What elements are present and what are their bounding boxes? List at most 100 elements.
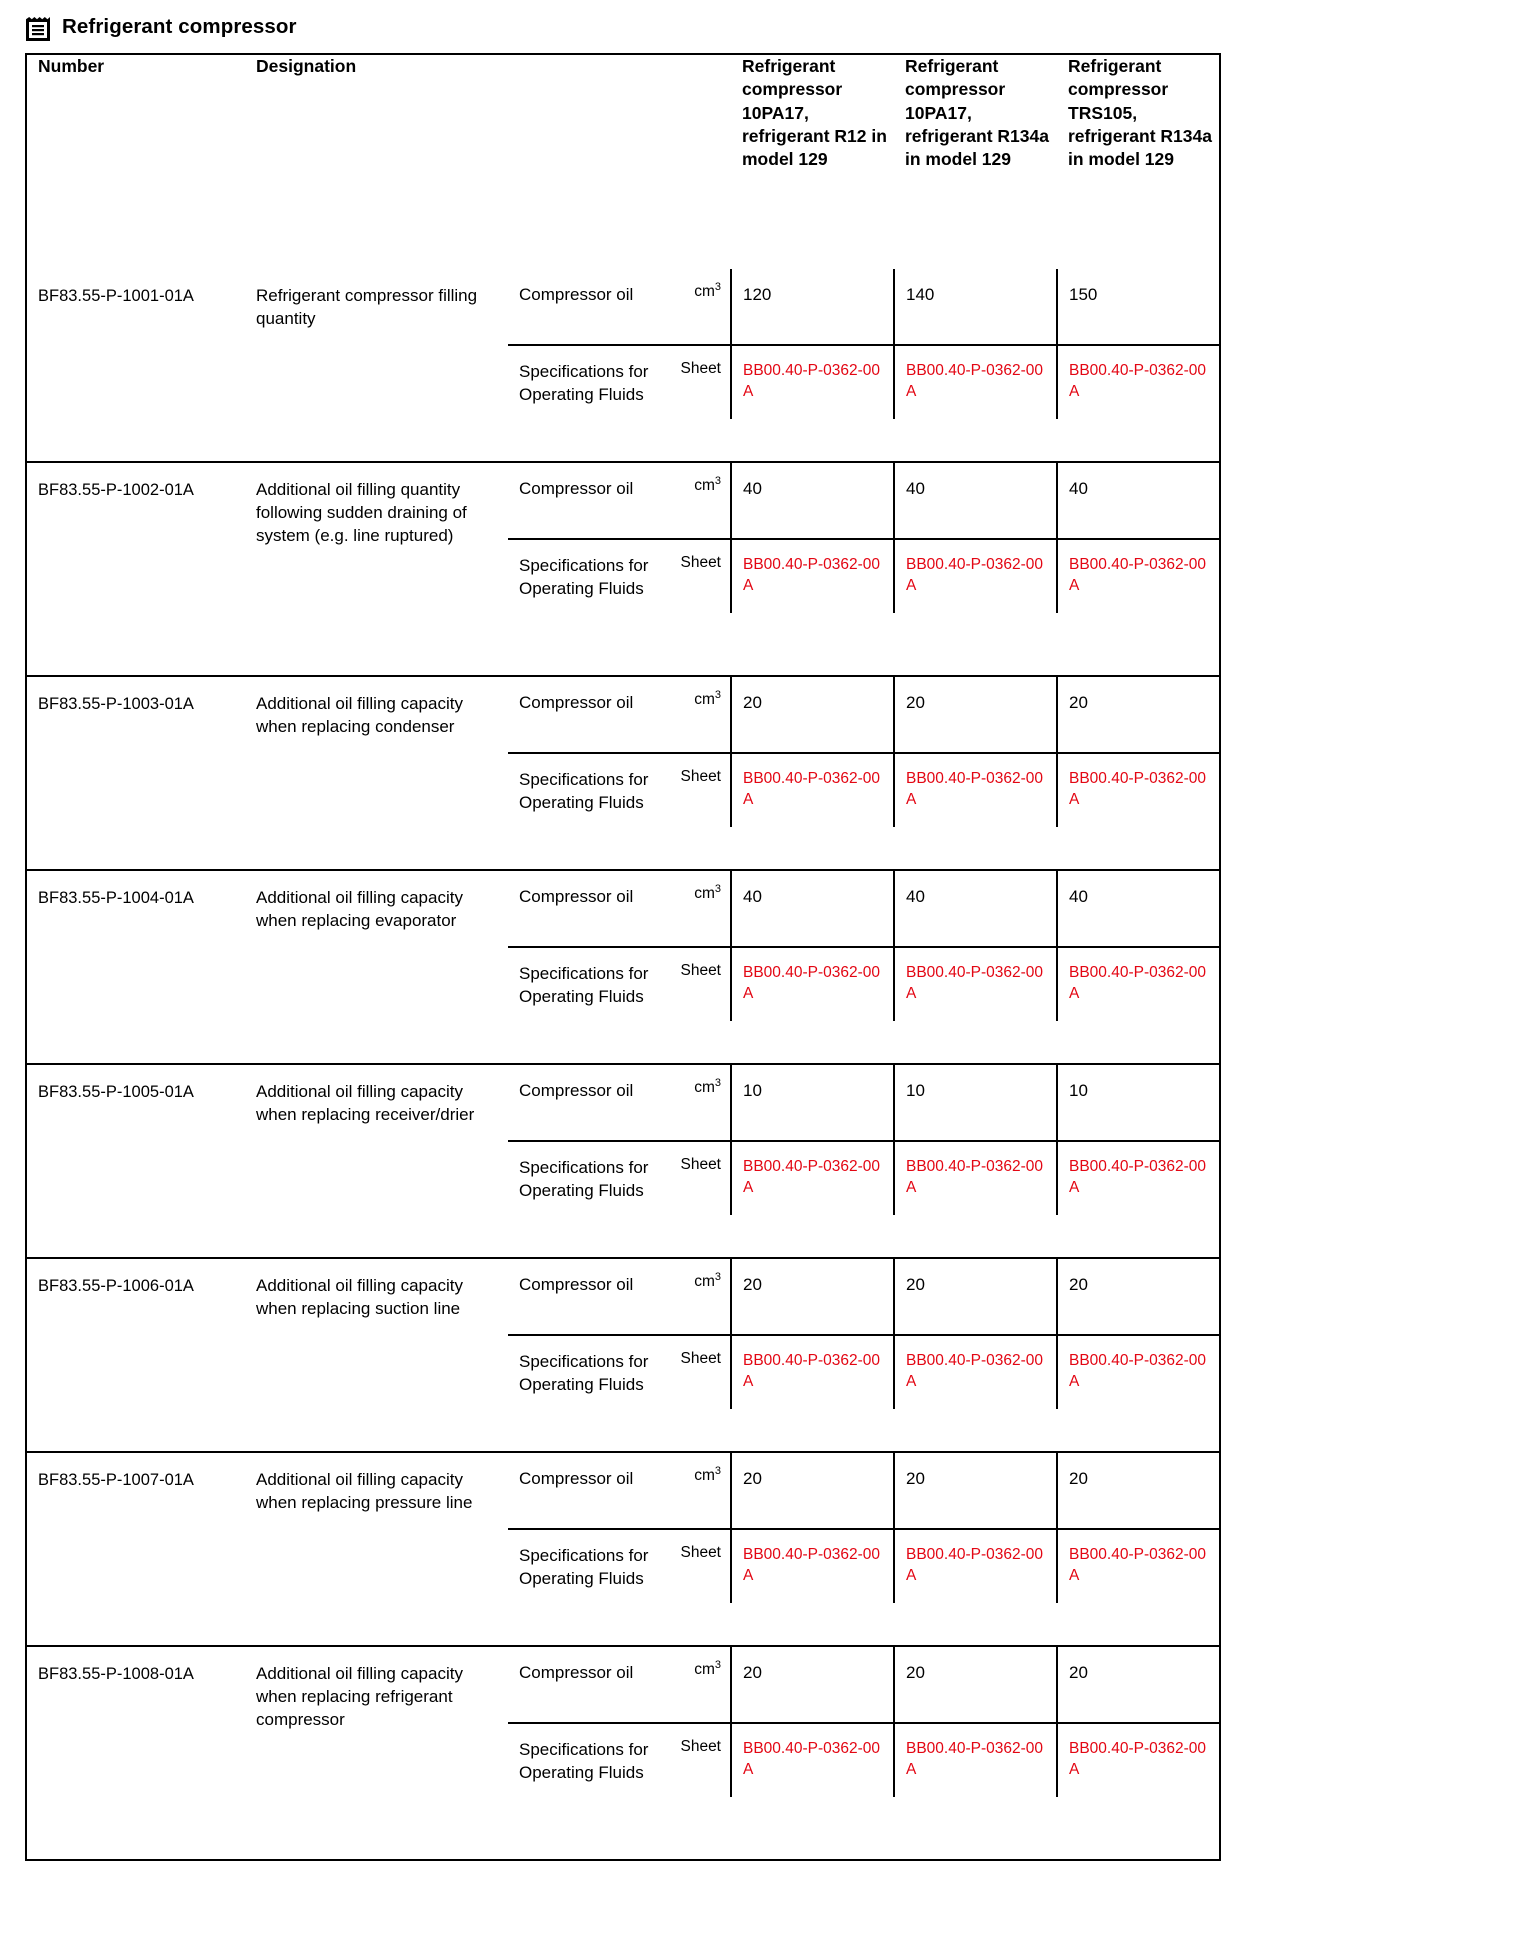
value-cell: BB00.40-P-0362-00A — [730, 538, 894, 613]
table-row: BF83.55-P-1006-01A Additional oil fillin… — [26, 1257, 1220, 1452]
value-text: 140 — [906, 285, 935, 304]
value-text: 10 — [906, 1081, 925, 1100]
value-cell: 40 — [893, 463, 1057, 539]
value-cell: 20 — [1056, 1453, 1220, 1529]
sub-label-text: Compressor oil — [519, 693, 634, 712]
row-measurements: Compressor oil cm3 20 20 20 — [508, 1257, 1220, 1452]
sub-row-specifications: Specifications for Operating Fluids Shee… — [508, 1722, 1220, 1797]
row-number: BF83.55-P-1005-01A — [26, 1063, 245, 1258]
specification-link[interactable]: BB00.40-P-0362-00A — [743, 556, 881, 595]
specification-link[interactable]: BB00.40-P-0362-00A — [1069, 1352, 1207, 1391]
sub-label-text: Specifications for Operating Fluids — [519, 1546, 649, 1589]
specification-link[interactable]: BB00.40-P-0362-00A — [1069, 1740, 1207, 1779]
value-text: 20 — [1069, 693, 1088, 712]
sub-label-cell: Compressor oil cm3 — [508, 1065, 731, 1141]
sub-label-cell: Compressor oil cm3 — [508, 269, 731, 345]
sub-label-cell: Specifications for Operating Fluids Shee… — [508, 1722, 731, 1797]
sub-label-cell: Specifications for Operating Fluids Shee… — [508, 1334, 731, 1409]
value-text: 20 — [906, 1663, 925, 1682]
value-cell: 20 — [893, 1259, 1057, 1335]
table-row: BF83.55-P-1003-01A Additional oil fillin… — [26, 675, 1220, 870]
sub-row-compressor-oil: Compressor oil cm3 20 20 20 — [508, 677, 1220, 753]
unit-cm3: cm3 — [694, 1464, 721, 1484]
row-measurements: Compressor oil cm3 120 140 150 — [508, 269, 1220, 462]
value-cell: 20 — [730, 1647, 894, 1723]
value-cell: 20 — [1056, 677, 1220, 753]
row-number: BF83.55-P-1003-01A — [26, 675, 245, 870]
value-cell: BB00.40-P-0362-00A — [893, 752, 1057, 827]
column-header-compressor-10pa17-r134a: Refrigerant compressor 10PA17, refrigera… — [894, 54, 1057, 269]
specification-link[interactable]: BB00.40-P-0362-00A — [743, 770, 881, 809]
value-cell: BB00.40-P-0362-00A — [893, 1140, 1057, 1215]
value-text: 20 — [743, 1663, 762, 1682]
value-text: 10 — [743, 1081, 762, 1100]
specification-link[interactable]: BB00.40-P-0362-00A — [743, 964, 881, 1003]
table-row: BF83.55-P-1005-01A Additional oil fillin… — [26, 1063, 1220, 1258]
sub-label-text: Specifications for Operating Fluids — [519, 362, 649, 405]
value-cell: BB00.40-P-0362-00A — [1056, 1140, 1220, 1215]
table-header-row: Number Designation Refrigerant compresso… — [26, 54, 1220, 269]
value-cell: 20 — [893, 677, 1057, 753]
specification-link[interactable]: BB00.40-P-0362-00A — [743, 1158, 881, 1197]
specification-link[interactable]: BB00.40-P-0362-00A — [1069, 1546, 1207, 1585]
specification-link[interactable]: BB00.40-P-0362-00A — [906, 1740, 1044, 1779]
value-text: 20 — [743, 693, 762, 712]
specification-link[interactable]: BB00.40-P-0362-00A — [1069, 362, 1207, 401]
sub-label-cell: Specifications for Operating Fluids Shee… — [508, 1528, 731, 1603]
document-title-bar: Refrigerant compressor — [0, 0, 1537, 53]
sub-row-specifications: Specifications for Operating Fluids Shee… — [508, 1528, 1220, 1603]
specification-link[interactable]: BB00.40-P-0362-00A — [743, 1546, 881, 1585]
sub-row-compressor-oil: Compressor oil cm3 40 40 40 — [508, 463, 1220, 539]
sub-row-specifications: Specifications for Operating Fluids Shee… — [508, 1140, 1220, 1215]
specification-link[interactable]: BB00.40-P-0362-00A — [906, 362, 1044, 401]
sub-label-text: Compressor oil — [519, 479, 634, 498]
value-cell: BB00.40-P-0362-00A — [1056, 752, 1220, 827]
row-measurements: Compressor oil cm3 20 20 20 — [508, 1645, 1220, 1860]
specification-link[interactable]: BB00.40-P-0362-00A — [1069, 1158, 1207, 1197]
column-header-designation: Designation — [245, 54, 508, 269]
table-row: BF83.55-P-1007-01A Additional oil fillin… — [26, 1451, 1220, 1646]
sub-label-cell: Specifications for Operating Fluids Shee… — [508, 344, 731, 419]
value-cell: 10 — [1056, 1065, 1220, 1141]
column-header-compressor-trs105-r134a: Refrigerant compressor TRS105, refrigera… — [1057, 54, 1220, 269]
value-cell: BB00.40-P-0362-00A — [1056, 1722, 1220, 1797]
specification-link[interactable]: BB00.40-P-0362-00A — [906, 1158, 1044, 1197]
value-text: 40 — [1069, 887, 1088, 906]
row-number: BF83.55-P-1007-01A — [26, 1451, 245, 1646]
sub-label-text: Specifications for Operating Fluids — [519, 1352, 649, 1395]
unit-cm3: cm3 — [694, 882, 721, 902]
specification-link[interactable]: BB00.40-P-0362-00A — [1069, 964, 1207, 1003]
sub-label-cell: Specifications for Operating Fluids Shee… — [508, 946, 731, 1021]
specification-link[interactable]: BB00.40-P-0362-00A — [743, 1740, 881, 1779]
specification-link[interactable]: BB00.40-P-0362-00A — [906, 1546, 1044, 1585]
specification-link[interactable]: BB00.40-P-0362-00A — [906, 964, 1044, 1003]
specification-link[interactable]: BB00.40-P-0362-00A — [743, 362, 881, 401]
sub-label-cell: Compressor oil cm3 — [508, 1647, 731, 1723]
row-measurements: Compressor oil cm3 20 20 20 — [508, 1451, 1220, 1646]
specification-link[interactable]: BB00.40-P-0362-00A — [1069, 556, 1207, 595]
sub-label-text: Specifications for Operating Fluids — [519, 1740, 649, 1783]
specification-link[interactable]: BB00.40-P-0362-00A — [906, 1352, 1044, 1391]
specification-link[interactable]: BB00.40-P-0362-00A — [906, 556, 1044, 595]
page-title: Refrigerant compressor — [62, 15, 297, 39]
row-measurements: Compressor oil cm3 40 40 40 — [508, 461, 1220, 676]
value-cell: BB00.40-P-0362-00A — [893, 344, 1057, 419]
specification-link[interactable]: BB00.40-P-0362-00A — [1069, 770, 1207, 809]
row-designation: Additional oil filling capacity when rep… — [245, 675, 508, 870]
unit-sheet: Sheet — [680, 768, 721, 785]
value-cell: 140 — [893, 269, 1057, 345]
sub-label-text: Compressor oil — [519, 887, 634, 906]
sub-label-text: Compressor oil — [519, 285, 634, 304]
value-cell: 40 — [730, 463, 894, 539]
value-cell: BB00.40-P-0362-00A — [1056, 1334, 1220, 1409]
value-text: 20 — [1069, 1469, 1088, 1488]
value-cell: 120 — [730, 269, 894, 345]
sub-label-text: Specifications for Operating Fluids — [519, 556, 649, 599]
specification-link[interactable]: BB00.40-P-0362-00A — [906, 770, 1044, 809]
specification-link[interactable]: BB00.40-P-0362-00A — [743, 1352, 881, 1391]
value-text: 150 — [1069, 285, 1098, 304]
sub-label-text: Compressor oil — [519, 1663, 634, 1682]
sub-row-specifications: Specifications for Operating Fluids Shee… — [508, 344, 1220, 419]
row-measurements: Compressor oil cm3 20 20 20 — [508, 675, 1220, 870]
row-designation: Refrigerant compressor filling quantity — [245, 269, 508, 462]
